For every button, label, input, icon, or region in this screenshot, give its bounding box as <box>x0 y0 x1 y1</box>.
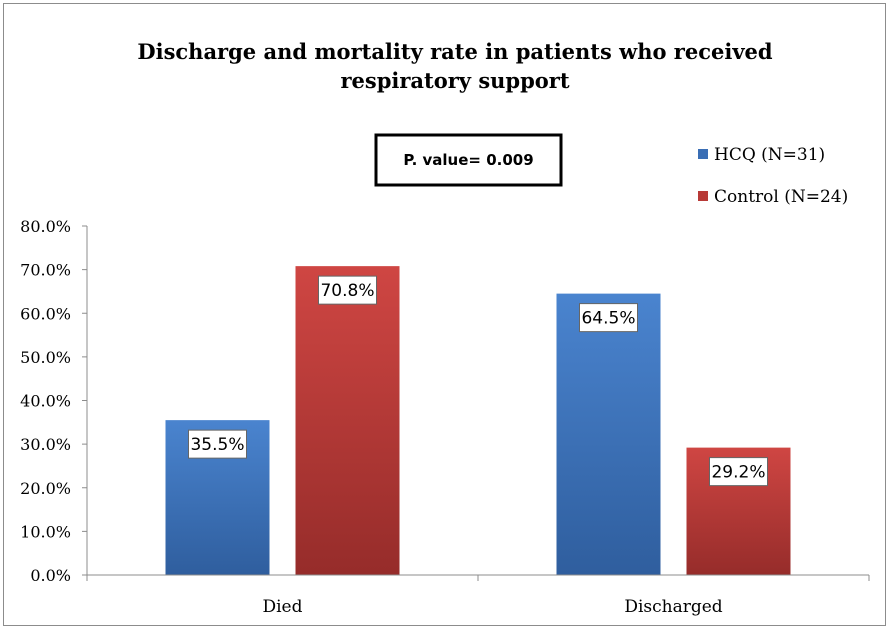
data-label: 35.5% <box>190 435 244 455</box>
legend-label: Control (N=24) <box>714 187 848 207</box>
legend-swatch <box>698 191 708 201</box>
p-value-box <box>374 133 563 187</box>
y-tick-label: 70.0% <box>20 261 71 280</box>
chart-frame: Discharge and mortality rate in patients… <box>3 3 886 626</box>
legend-label: HCQ (N=31) <box>714 145 825 165</box>
data-label-box <box>318 275 377 305</box>
bar-hcq <box>556 293 661 575</box>
y-tick-label: 60.0% <box>20 304 71 323</box>
x-category-label: Died <box>262 597 302 617</box>
y-tick-label: 10.0% <box>20 522 71 541</box>
x-axis: Died Discharged <box>86 574 870 617</box>
data-label: 64.5% <box>581 309 635 329</box>
x-category-label: Discharged <box>624 597 722 617</box>
p-value-annotation: P. value= 0.009 <box>403 151 533 169</box>
chart-canvas: Discharge and mortality rate in patients… <box>20 39 870 617</box>
chart-title-line-2: respiratory support <box>340 68 569 93</box>
data-label-box <box>709 457 768 487</box>
bar-control <box>295 266 400 575</box>
y-tick-label: 80.0% <box>20 217 71 236</box>
data-label: 29.2% <box>711 463 765 483</box>
bars: 35.5% 70.8% 64.5% 29.2% <box>165 266 791 575</box>
data-label-box <box>579 303 638 333</box>
y-tick-label: 50.0% <box>20 348 71 367</box>
y-tick-label: 30.0% <box>20 435 71 454</box>
chart-title-line-1: Discharge and mortality rate in patients… <box>137 39 773 64</box>
legend: HCQ (N=31) Control (N=24) <box>698 145 848 207</box>
data-label: 70.8% <box>320 281 374 301</box>
y-tick-label: 40.0% <box>20 392 71 411</box>
y-axis: 0.0% 10.0% 20.0% 30.0% 40.0% 50.0% 60.0% 70.0% 8… <box>20 217 88 585</box>
y-tick-label: 0.0% <box>30 566 71 585</box>
legend-swatch <box>698 149 708 159</box>
data-label-box <box>188 429 247 459</box>
y-tick-label: 20.0% <box>20 479 71 498</box>
